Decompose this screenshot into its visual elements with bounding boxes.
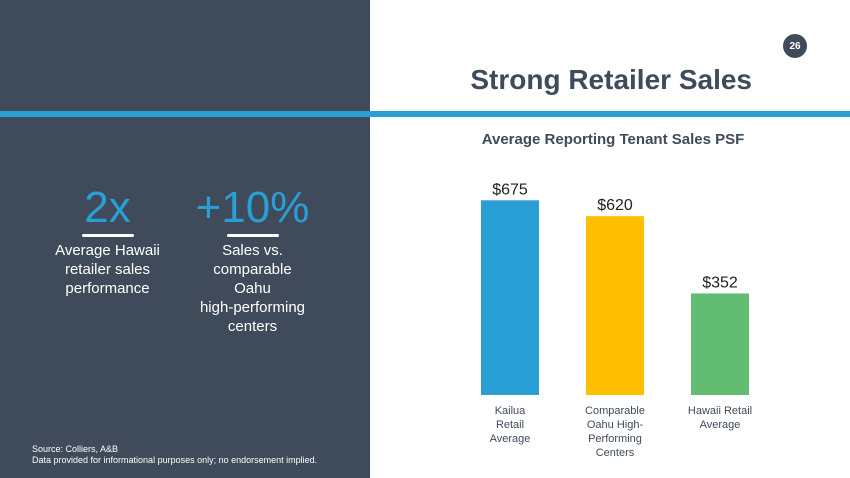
stat-label-line: high-performing bbox=[199, 299, 306, 316]
header-divider bbox=[0, 111, 850, 117]
data-label: $620 bbox=[597, 197, 633, 214]
data-label: $675 bbox=[492, 181, 528, 198]
stat-label-line: centers bbox=[227, 318, 278, 335]
category-label: Hawaii Retail Average bbox=[688, 405, 752, 431]
bar-chart: $675 Kailua Retail Average $620 Comparable Oah… bbox=[481, 181, 752, 459]
stat-label-line: Average Hawaii bbox=[55, 242, 160, 259]
chart-title: Average Reporting Tenant Sales PSF bbox=[481, 131, 745, 148]
stat-label-line: performance bbox=[65, 280, 150, 297]
stat-underline bbox=[226, 234, 279, 237]
stat-label-line: retailer sales bbox=[64, 261, 151, 278]
page-number-badge: 26 bbox=[783, 34, 807, 58]
category-label: Comparable Oahu High-Performing Centers bbox=[585, 405, 645, 459]
source-note: Source: Colliers, A&B Data provided for … bbox=[32, 444, 317, 466]
stat-underline bbox=[81, 234, 134, 237]
category-label: Kailua Retail Average bbox=[490, 405, 531, 445]
bar-3 bbox=[691, 293, 749, 395]
disclaimer-line: Data provided for informational purposes… bbox=[32, 455, 318, 465]
stat-value: +10% bbox=[195, 183, 310, 232]
source-line: Source: Colliers, A&B bbox=[32, 444, 119, 454]
stat-label-line: Sales vs. bbox=[222, 242, 283, 259]
page-title: Strong Retailer Sales bbox=[470, 64, 752, 95]
bar-1 bbox=[481, 200, 539, 395]
data-label: $352 bbox=[702, 274, 738, 291]
stat-2x: 2x Average Hawaii retailer sales perform… bbox=[40, 185, 175, 298]
stat-label-line: comparable bbox=[213, 261, 292, 278]
stat-plus-10-percent: +10% Sales vs. comparable Oahu high-perf… bbox=[185, 185, 320, 336]
stat-label: Sales vs. comparable Oahu high-performin… bbox=[185, 241, 320, 336]
bar-2 bbox=[586, 216, 644, 395]
stat-label: Average Hawaii retailer sales performanc… bbox=[40, 241, 175, 298]
left-panel bbox=[0, 0, 370, 478]
stat-label-line: Oahu bbox=[234, 280, 271, 297]
stat-value: 2x bbox=[84, 183, 131, 232]
